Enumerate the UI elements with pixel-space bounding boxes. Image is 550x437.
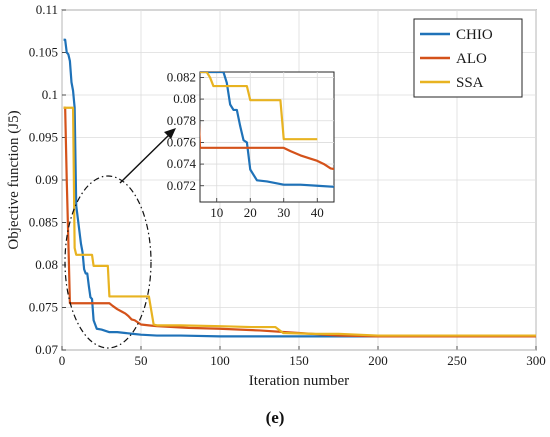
main-y-tick-label: 0.075 [29,300,58,315]
zoom-highlight-ellipse [64,175,152,349]
main-x-tick-label: 250 [447,353,467,368]
main-x-tick-label: 200 [368,353,388,368]
inset-y-tick-label: 0.082 [167,69,196,84]
main-y-tick-label: 0.1 [42,87,58,102]
main-tick-labels: 0 50 100 150 200 250 300 0.07 0.075 0.08 0.085 0.09… [29,2,546,368]
figure-caption: (e) [265,408,285,427]
main-y-tick-label: 0.095 [29,130,58,145]
legend-label-chio: CHIO [456,27,493,43]
inset-series-line-chio [200,72,334,188]
main-y-tick-label: 0.07 [35,342,58,357]
inset-x-tick-label: 20 [244,205,257,220]
main-x-tick-label: 150 [289,353,309,368]
inset-x-tick-label: 10 [210,205,223,220]
main-x-tick-label: 300 [526,353,546,368]
inset-y-tick-label: 0.08 [173,91,196,106]
main-y-tick-label: 0.105 [29,45,58,60]
y-axis-title: Objective function (J5) [6,110,22,249]
inset-grid [200,72,334,202]
zoom-arrow-line [119,131,173,184]
legend: CHIO ALO SSA [413,18,523,98]
inset-x-tick-label: 30 [277,205,290,220]
main-y-tick-label: 0.11 [36,2,58,17]
main-series-line-ssa [63,106,536,337]
inset-y-tick-label: 0.078 [167,113,196,128]
inset-series-line-alo [200,122,334,171]
main-y-tick-label: 0.09 [35,172,58,187]
main-y-tick-label: 0.08 [35,257,58,272]
main-x-tick-label: 0 [59,353,66,368]
legend-label-alo: ALO [456,51,487,67]
inset-series-layer [200,72,334,188]
inset-y-tick-label: 0.072 [167,178,196,193]
main-x-tick-label: 50 [135,353,148,368]
main-series-line-chio [63,38,536,338]
inset-y-tick-label: 0.074 [167,156,197,171]
main-x-tick-label: 100 [210,353,230,368]
inset-tick-labels: 10 20 30 40 0.072 0.074 0.076 0.078 0.08 0.082 [167,69,324,220]
inset-series-line-ssa [200,72,318,141]
inset-x-tick-label: 40 [311,205,324,220]
zoom-arrow-head [164,128,176,139]
x-axis-title: Iteration number [249,373,349,389]
inset-y-tick-label: 0.076 [167,134,197,149]
main-y-tick-label: 0.085 [29,215,58,230]
legend-label-ssa: SSA [456,75,484,91]
